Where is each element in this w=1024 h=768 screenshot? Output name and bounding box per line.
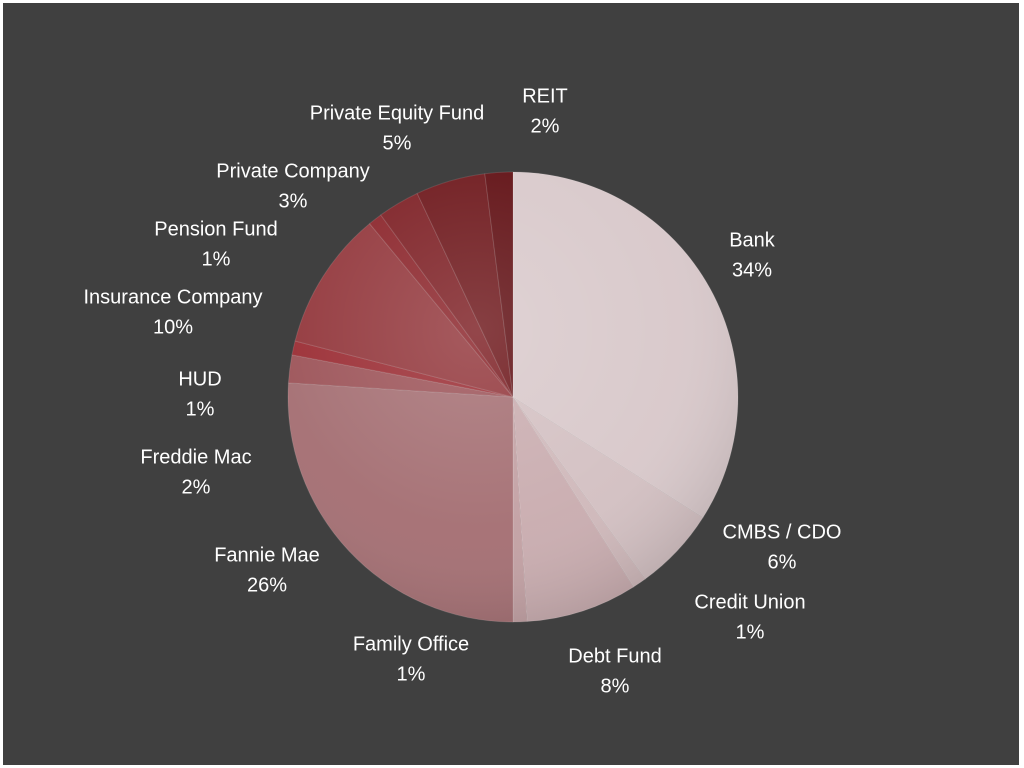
slice-label-name: Freddie Mac <box>140 446 251 468</box>
slice-label-value: 2% <box>531 115 560 137</box>
slice-label-name: Bank <box>729 229 776 251</box>
pie-slice-fannie-mae <box>287 382 514 623</box>
slice-label-name: REIT <box>522 85 568 107</box>
slice-label-name: Fannie Mae <box>214 544 320 566</box>
slice-label-value: 1% <box>736 621 765 643</box>
slice-label-value: 10% <box>153 316 193 338</box>
slice-label-value: 1% <box>202 248 231 270</box>
slice-label-name: Insurance Company <box>84 286 263 308</box>
slice-label-name: Credit Union <box>694 591 805 613</box>
pie-slices <box>287 171 739 623</box>
slice-label-value: 8% <box>601 675 630 697</box>
slice-label-value: 34% <box>732 259 772 281</box>
slice-label-value: 1% <box>397 663 426 685</box>
slice-label-name: Family Office <box>353 633 469 655</box>
slice-label-name: Pension Fund <box>154 218 277 240</box>
slice-label-value: 6% <box>768 551 797 573</box>
slice-label-value: 26% <box>247 574 287 596</box>
slice-label-value: 5% <box>383 132 412 154</box>
slice-label-name: HUD <box>178 368 221 390</box>
slice-label-value: 1% <box>186 398 215 420</box>
slice-label-name: CMBS / CDO <box>723 521 842 543</box>
slice-label-value: 2% <box>182 476 211 498</box>
slice-label-name: Private Equity Fund <box>310 102 485 124</box>
slice-labels: Bank 34% CMBS / CDO 6% Credit Union 1% Debt Fu… <box>84 85 842 697</box>
slice-label-name: Private Company <box>216 160 369 182</box>
slice-label-name: Debt Fund <box>568 645 661 667</box>
slice-label-value: 3% <box>279 190 308 212</box>
